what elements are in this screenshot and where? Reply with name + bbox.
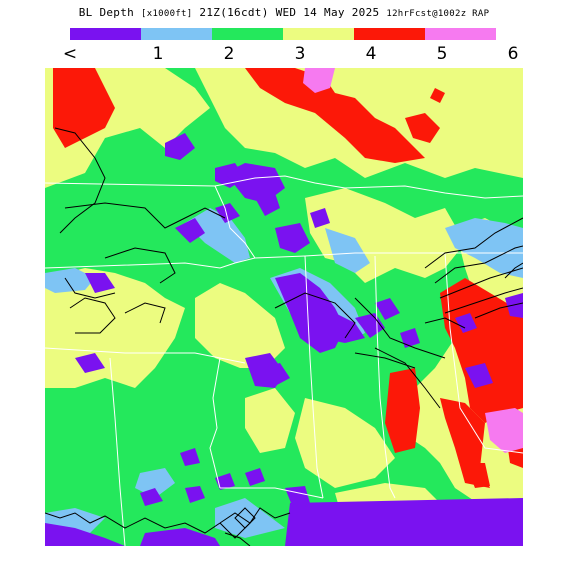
field-red xyxy=(53,68,523,488)
scale-label-6: 6 xyxy=(507,44,519,64)
scale-label-lt: < xyxy=(62,44,78,64)
model-run: 12hrFcst@1002z RAP xyxy=(386,9,490,19)
scale-label-5: 5 xyxy=(436,44,448,64)
map-title: BL Depth [x1000ft] 21Z(16cdt) WED 14 May… xyxy=(0,6,568,19)
field-pink xyxy=(303,68,523,453)
scale-swatch-4-5 xyxy=(354,28,425,40)
contour-lines xyxy=(45,127,523,546)
field-units: [x1000ft] xyxy=(141,9,193,19)
field-name: BL Depth xyxy=(78,6,135,19)
state-boundaries xyxy=(45,175,523,546)
valid-time: 21Z(16cdt) WED 14 May 2025 xyxy=(199,6,380,19)
scale-label-4: 4 xyxy=(365,44,377,64)
scale-swatch-1-2 xyxy=(141,28,212,40)
bl-depth-map xyxy=(45,68,523,546)
scale-swatch-3-4 xyxy=(283,28,354,40)
color-scale-bar xyxy=(70,28,496,40)
color-scale-labels: < 1 2 3 4 5 6 xyxy=(0,44,568,64)
scale-label-2: 2 xyxy=(223,44,235,64)
scale-swatch-below-1 xyxy=(70,28,141,40)
scale-swatch-5-6 xyxy=(425,28,496,40)
scale-label-1: 1 xyxy=(152,44,164,64)
scale-swatch-2-3 xyxy=(212,28,283,40)
scale-label-3: 3 xyxy=(294,44,306,64)
